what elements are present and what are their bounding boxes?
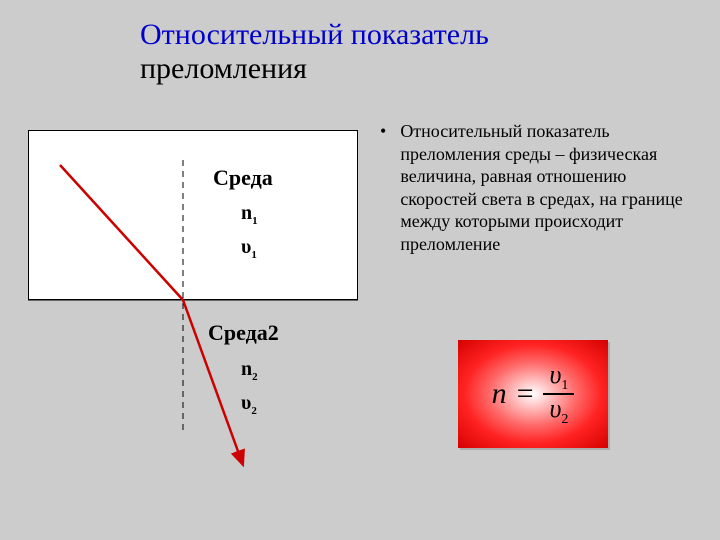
- formula: n = υ1 υ2: [492, 361, 575, 428]
- formula-lhs: n: [492, 377, 507, 411]
- definition-bullet: • Относительный показатель преломления с…: [380, 120, 700, 255]
- title-line-1: Относительный показатель: [140, 18, 489, 52]
- slide-title: Относительный показатель преломления: [140, 18, 489, 86]
- formula-eq: =: [517, 377, 534, 411]
- label-medium-2: Среда2: [208, 320, 279, 346]
- refraction-diagram: Среда n1 υ1 Среда2 n2 υ2: [28, 130, 358, 480]
- formula-numerator: υ1: [543, 361, 574, 394]
- label-n1: n1: [241, 202, 258, 227]
- formula-fraction: υ1 υ2: [543, 361, 574, 428]
- diagram-svg: [28, 130, 358, 480]
- definition-text: Относительный показатель преломления сре…: [400, 120, 700, 255]
- title-line-2: преломления: [140, 52, 489, 86]
- label-v1: υ1: [241, 236, 257, 261]
- label-n2: n2: [241, 358, 258, 383]
- label-medium-1: Среда: [213, 165, 273, 191]
- formula-box: n = υ1 υ2: [458, 340, 608, 448]
- bullet-dot-icon: •: [380, 120, 386, 255]
- formula-denominator: υ2: [543, 395, 574, 428]
- label-v2: υ2: [241, 392, 257, 417]
